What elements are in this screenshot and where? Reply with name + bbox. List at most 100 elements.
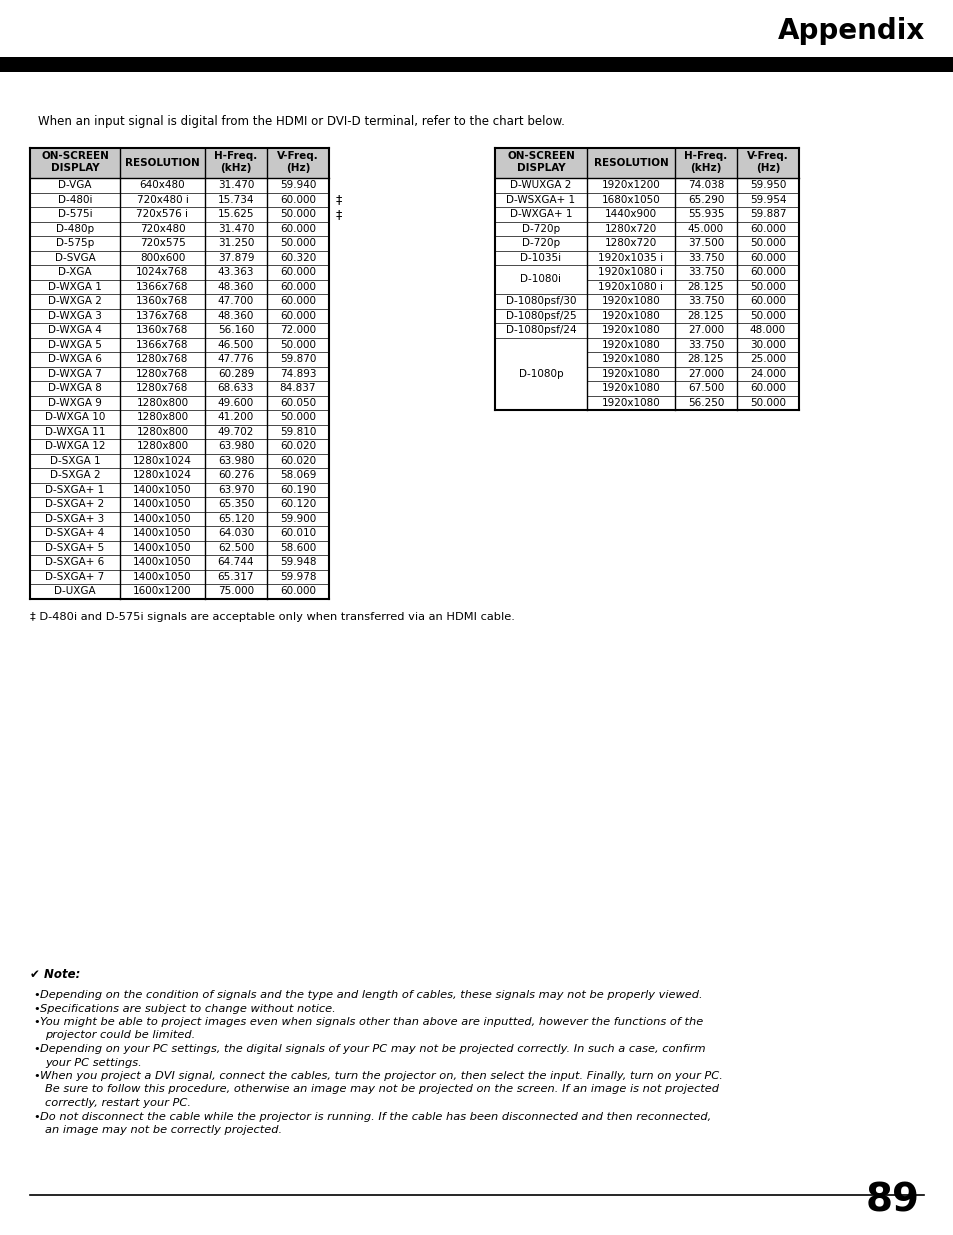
Text: 45.000: 45.000: [687, 224, 723, 233]
Text: 640x480: 640x480: [139, 180, 185, 190]
Text: 60.000: 60.000: [280, 195, 315, 205]
Bar: [30, 569, 329, 584]
Text: 60.020: 60.020: [279, 441, 315, 451]
Text: ON-SCREEN: ON-SCREEN: [507, 151, 575, 161]
Text: D-SVGA: D-SVGA: [54, 253, 95, 263]
Text: D-WXGA 12: D-WXGA 12: [45, 441, 105, 451]
Text: 37.500: 37.500: [687, 238, 723, 248]
Text: 47.776: 47.776: [217, 354, 254, 364]
Text: 31.470: 31.470: [217, 180, 253, 190]
Text: 31.250: 31.250: [217, 238, 253, 248]
Text: 1920x1080: 1920x1080: [601, 398, 659, 408]
Text: 63.980: 63.980: [217, 456, 253, 466]
Bar: [495, 236, 799, 251]
Text: 65.120: 65.120: [217, 514, 253, 524]
Text: D-575i: D-575i: [57, 209, 92, 220]
Text: DISPLAY: DISPLAY: [51, 163, 99, 173]
Text: D-1080psf/24: D-1080psf/24: [505, 325, 576, 335]
Bar: [30, 395, 329, 410]
Text: 1400x1050: 1400x1050: [133, 485, 192, 495]
Text: 1280x800: 1280x800: [136, 441, 189, 451]
Bar: [30, 438, 329, 453]
Text: 50.000: 50.000: [280, 238, 315, 248]
Text: 60.050: 60.050: [279, 398, 315, 408]
Text: 68.633: 68.633: [217, 383, 254, 393]
Text: 84.837: 84.837: [279, 383, 315, 393]
Text: RESOLUTION: RESOLUTION: [593, 158, 668, 168]
Text: 63.980: 63.980: [217, 441, 253, 451]
Bar: [0, 57, 953, 65]
Text: 1920x1035 i: 1920x1035 i: [598, 253, 663, 263]
Text: 50.000: 50.000: [280, 340, 315, 350]
Text: 1400x1050: 1400x1050: [133, 557, 192, 567]
Text: Depending on the condition of signals and the type and length of cables, these s: Depending on the condition of signals an…: [40, 990, 702, 1000]
Text: D-WXGA 7: D-WXGA 7: [48, 369, 102, 379]
Text: •: •: [33, 1016, 40, 1028]
Text: 59.950: 59.950: [749, 180, 785, 190]
Bar: [30, 251, 329, 266]
Text: 37.879: 37.879: [217, 253, 254, 263]
Bar: [30, 483, 329, 496]
Text: 1360x768: 1360x768: [136, 325, 189, 335]
Bar: [495, 221, 799, 236]
Bar: [495, 148, 799, 178]
Text: 63.970: 63.970: [217, 485, 253, 495]
Text: 60.000: 60.000: [749, 224, 785, 233]
Text: 59.900: 59.900: [279, 514, 315, 524]
Text: 74.038: 74.038: [687, 180, 723, 190]
Bar: [495, 367, 799, 382]
Text: 1280x800: 1280x800: [136, 398, 189, 408]
Text: 72.000: 72.000: [279, 325, 315, 335]
Bar: [30, 337, 329, 352]
Text: 50.000: 50.000: [280, 209, 315, 220]
Bar: [495, 382, 799, 395]
Text: 33.750: 33.750: [687, 267, 723, 277]
Bar: [495, 309, 799, 324]
Text: 1920x1080: 1920x1080: [601, 296, 659, 306]
Text: 55.935: 55.935: [687, 209, 723, 220]
Text: 720x480 i: 720x480 i: [136, 195, 189, 205]
Text: ON-SCREEN: ON-SCREEN: [41, 151, 109, 161]
Text: 1920x1080: 1920x1080: [601, 325, 659, 335]
Bar: [30, 148, 329, 178]
Text: an image may not be correctly projected.: an image may not be correctly projected.: [45, 1125, 282, 1135]
Text: 60.000: 60.000: [280, 296, 315, 306]
Text: 58.069: 58.069: [279, 471, 315, 480]
Text: D-1080psf/25: D-1080psf/25: [505, 311, 576, 321]
Text: D-SXGA+ 1: D-SXGA+ 1: [46, 485, 105, 495]
Text: 28.125: 28.125: [687, 311, 723, 321]
Text: 1024x768: 1024x768: [136, 267, 189, 277]
Text: D-SXGA 2: D-SXGA 2: [50, 471, 100, 480]
Text: 59.948: 59.948: [279, 557, 315, 567]
Text: 24.000: 24.000: [749, 369, 785, 379]
Text: 50.000: 50.000: [280, 412, 315, 422]
Text: D-1035i: D-1035i: [520, 253, 561, 263]
Bar: [30, 309, 329, 324]
Text: D-575p: D-575p: [56, 238, 94, 248]
Bar: [30, 193, 329, 207]
Text: H-Freq.: H-Freq.: [683, 151, 727, 161]
Text: 28.125: 28.125: [687, 282, 723, 291]
Text: 60.120: 60.120: [279, 499, 315, 509]
Text: D-WXGA 8: D-WXGA 8: [48, 383, 102, 393]
Text: 60.320: 60.320: [279, 253, 315, 263]
Text: 33.750: 33.750: [687, 296, 723, 306]
Text: 60.190: 60.190: [279, 485, 315, 495]
Bar: [30, 555, 329, 569]
Text: D-WXGA+ 1: D-WXGA+ 1: [509, 209, 572, 220]
Text: •: •: [33, 1112, 40, 1121]
Text: 50.000: 50.000: [749, 311, 785, 321]
Bar: [30, 496, 329, 511]
Text: D-SXGA+ 6: D-SXGA+ 6: [46, 557, 105, 567]
Text: 720x575: 720x575: [139, 238, 185, 248]
Text: 1360x768: 1360x768: [136, 296, 189, 306]
Text: 27.000: 27.000: [687, 369, 723, 379]
Text: 56.250: 56.250: [687, 398, 723, 408]
Text: 59.810: 59.810: [279, 427, 315, 437]
Text: 720x480: 720x480: [139, 224, 185, 233]
Text: 1400x1050: 1400x1050: [133, 529, 192, 538]
Text: 89: 89: [865, 1182, 919, 1220]
Text: 31.470: 31.470: [217, 224, 253, 233]
Text: 46.500: 46.500: [217, 340, 253, 350]
Text: D-480i: D-480i: [58, 195, 92, 205]
